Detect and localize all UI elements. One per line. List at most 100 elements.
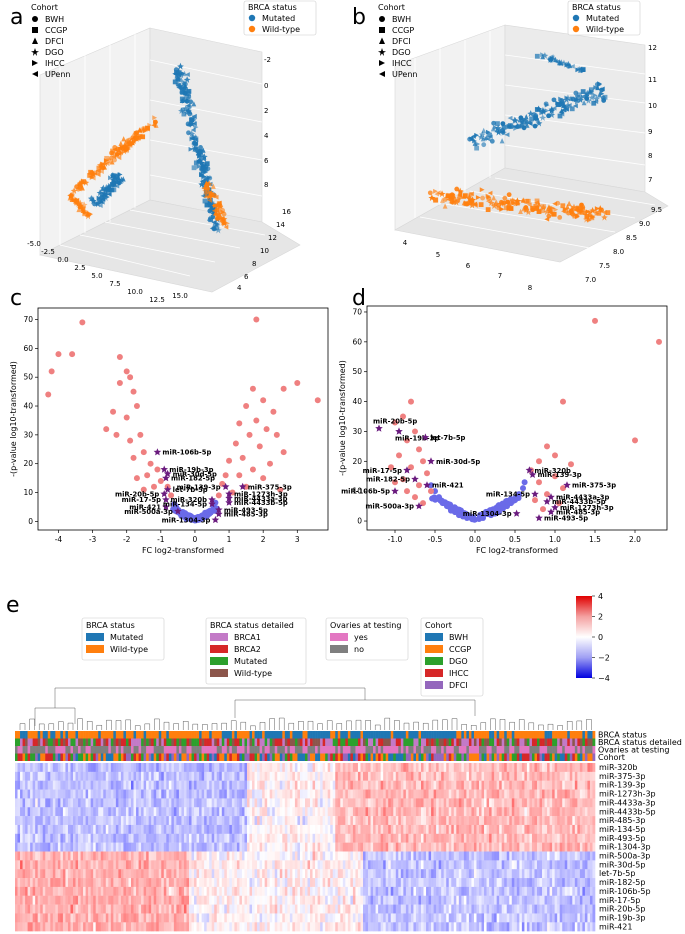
annotation-cell bbox=[52, 746, 56, 754]
annotation-cell bbox=[55, 753, 59, 761]
heatmap-cell bbox=[567, 789, 571, 799]
heatmap-cell bbox=[567, 842, 571, 852]
annotation-cell bbox=[436, 731, 439, 739]
heatmap-cell bbox=[322, 763, 326, 773]
heatmap-cell bbox=[511, 763, 515, 773]
dendrogram-branch bbox=[547, 724, 554, 730]
heatmap-cell bbox=[579, 798, 583, 808]
heatmap-cell bbox=[383, 851, 386, 861]
heatmap-cell bbox=[514, 824, 518, 834]
heatmap-cell bbox=[458, 816, 462, 826]
heatmap-cell bbox=[436, 780, 439, 790]
heatmap-cell bbox=[327, 771, 331, 781]
data-point bbox=[585, 209, 591, 215]
heatmap-cell bbox=[226, 842, 230, 852]
heatmap-cell bbox=[557, 824, 560, 834]
heatmap-cell bbox=[572, 816, 576, 826]
heatmap-cell bbox=[37, 816, 41, 826]
heatmap-cell bbox=[557, 763, 560, 773]
annotation-cell bbox=[511, 731, 515, 739]
heatmap-cell bbox=[489, 789, 492, 799]
data-point bbox=[199, 171, 205, 177]
heatmap-cell bbox=[415, 798, 419, 808]
annotation-cell bbox=[20, 753, 23, 761]
heatmap-cell bbox=[426, 807, 429, 817]
heatmap-cell bbox=[98, 833, 102, 843]
heatmap-cell bbox=[564, 798, 568, 808]
heatmap-cell bbox=[20, 798, 23, 808]
annotation-cell bbox=[547, 746, 550, 754]
mirna-label: miR-493-5p bbox=[224, 506, 268, 514]
heatmap-cell bbox=[458, 824, 462, 834]
heatmap-cell bbox=[88, 763, 91, 773]
heatmap-cell bbox=[57, 851, 61, 861]
heatmap-cell bbox=[289, 842, 293, 852]
heatmap-cell bbox=[216, 780, 220, 790]
heatmap-cell bbox=[166, 842, 170, 852]
highlighted-mirna-marker bbox=[160, 465, 168, 473]
heatmap-cell bbox=[67, 833, 71, 843]
heatmap-cell bbox=[249, 780, 253, 790]
heatmap-cell bbox=[189, 789, 192, 799]
heatmap-cell bbox=[50, 789, 54, 799]
annotation-cell bbox=[297, 746, 301, 754]
heatmap-cell bbox=[479, 816, 482, 826]
heatmap-cell bbox=[484, 763, 487, 773]
highlighted-mirna-marker bbox=[174, 507, 182, 515]
heatmap-cell bbox=[494, 816, 497, 826]
annotation-cell bbox=[57, 753, 61, 761]
heatmap-cell bbox=[40, 860, 44, 870]
data-point bbox=[183, 81, 188, 87]
mirna-label: miR-485-3p bbox=[556, 509, 600, 517]
heatmap-cell bbox=[400, 771, 404, 781]
annotation-cell bbox=[131, 738, 134, 746]
heatmap-cell bbox=[52, 816, 56, 826]
heatmap-cell bbox=[269, 798, 273, 808]
heatmap-cell bbox=[373, 842, 376, 852]
data-point bbox=[80, 185, 85, 191]
data-point bbox=[88, 169, 93, 175]
heatmap-cell bbox=[141, 851, 144, 861]
annotation-cell bbox=[277, 746, 281, 754]
sig-point bbox=[151, 483, 157, 490]
heatmap-cell bbox=[312, 763, 316, 773]
heatmap-cell bbox=[25, 807, 28, 817]
heatmap-cell bbox=[380, 824, 384, 834]
heatmap-cell bbox=[254, 851, 258, 861]
highlighted-mirna-marker bbox=[162, 474, 170, 482]
heatmap-cell bbox=[244, 798, 248, 808]
heatmap-cell bbox=[42, 833, 46, 843]
heatmap-cell bbox=[22, 824, 26, 834]
annotation-cell bbox=[274, 746, 278, 754]
heatmap-cell bbox=[375, 851, 379, 861]
annotation-cell bbox=[146, 753, 149, 761]
data-point bbox=[174, 76, 180, 81]
heatmap-cell bbox=[15, 816, 18, 826]
heatmap-cell bbox=[451, 807, 455, 817]
heatmap-cell bbox=[423, 842, 427, 852]
heatmap-cell bbox=[574, 780, 578, 790]
annotation-cell bbox=[297, 731, 301, 739]
annotation-cell bbox=[544, 746, 548, 754]
dendrogram-branch bbox=[557, 725, 563, 730]
annotation-cell bbox=[519, 753, 523, 761]
heatmap-cell bbox=[211, 807, 215, 817]
heatmap-cell bbox=[93, 816, 96, 826]
heatmap-cell bbox=[549, 833, 553, 843]
annotation-cell bbox=[103, 731, 107, 739]
heatmap-cell bbox=[345, 771, 349, 781]
annotation-cell bbox=[468, 746, 472, 754]
annotation-cell bbox=[363, 753, 366, 761]
annotation-cell bbox=[226, 746, 230, 754]
annotation-cell bbox=[196, 746, 200, 754]
heatmap-cell bbox=[17, 771, 21, 781]
heatmap-cell bbox=[368, 763, 371, 773]
annotation-cell bbox=[481, 731, 485, 739]
heatmap-cell bbox=[163, 816, 167, 826]
annotation-cell bbox=[168, 746, 172, 754]
annotation-cell bbox=[194, 731, 197, 739]
y-tick-label: 9.0 bbox=[639, 220, 650, 228]
heatmap-cell bbox=[128, 816, 132, 826]
dendrogram-branch bbox=[234, 699, 476, 718]
heatmap-cell bbox=[47, 816, 51, 826]
